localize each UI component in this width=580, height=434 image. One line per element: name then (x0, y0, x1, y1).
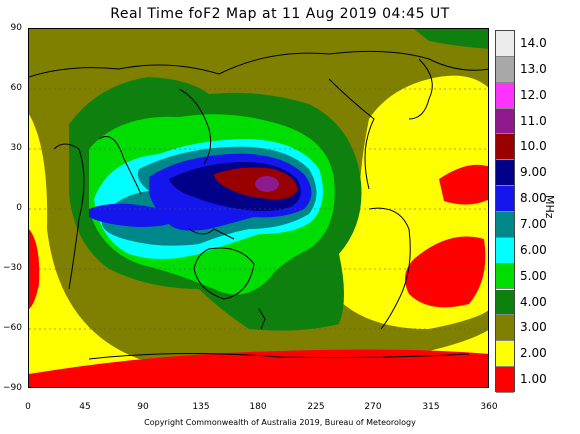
legend-label: 3.00 (520, 320, 547, 335)
x-tick: 90 (137, 402, 149, 412)
legend-label: 4.00 (520, 294, 547, 309)
y-tick: 30 (10, 143, 22, 153)
legend-swatch (496, 31, 514, 57)
contour-4mhz-north (414, 29, 488, 49)
legend-swatch (496, 263, 514, 290)
x-tick: 0 (25, 402, 31, 412)
x-tick: 135 (192, 402, 210, 412)
legend-label: 1.00 (520, 372, 547, 387)
legend-swatch (496, 82, 514, 109)
y-tick: 0 (16, 203, 22, 213)
legend-label: 8.00 (520, 191, 547, 206)
legend-swatch (496, 289, 514, 316)
copyright-footer: Copyright Commonwealth of Australia 2019… (144, 418, 416, 427)
legend-swatch (496, 108, 514, 135)
legend-label: 12.0 (520, 87, 547, 102)
x-tick: 315 (422, 402, 440, 412)
legend-swatch (496, 341, 514, 368)
legend-label: 5.00 (520, 268, 547, 283)
x-tick: 180 (249, 402, 267, 412)
fof2-map (28, 28, 489, 388)
contour-1mhz-southeast (405, 236, 486, 308)
legend-label: 14.0 (520, 36, 547, 50)
gridlines (29, 88, 488, 330)
legend-swatch (496, 134, 514, 161)
legend-swatch (496, 367, 514, 393)
y-tick: −60 (3, 323, 22, 333)
y-tick: −90 (3, 383, 22, 393)
coastlines (29, 50, 488, 360)
legend-label: 10.0 (520, 139, 547, 154)
legend-label: 7.00 (520, 216, 547, 231)
contour-1mhz-south (29, 349, 488, 387)
contour-11mhz (255, 176, 279, 192)
contour-1mhz-east (439, 164, 488, 205)
legend-swatch (496, 237, 514, 264)
y-tick: 90 (10, 23, 22, 33)
legend-label: 2.00 (520, 346, 547, 361)
legend-label: 6.00 (520, 242, 547, 257)
legend-unit: MHz (543, 195, 556, 219)
legend-swatch (496, 186, 514, 212)
contour-layer (29, 29, 488, 387)
map-title: Real Time foF2 Map at 11 Aug 2019 04:45 … (110, 6, 450, 22)
x-tick: 225 (307, 402, 325, 412)
legend-swatch (496, 315, 514, 342)
y-tick: −30 (3, 263, 22, 273)
legend-label: 11.0 (520, 113, 547, 128)
legend-label: 13.0 (520, 61, 547, 76)
x-tick: 360 (480, 402, 498, 412)
legend-swatch (496, 211, 514, 238)
y-tick: 60 (10, 83, 22, 93)
legend-label: 9.00 (520, 165, 547, 180)
x-tick: 270 (364, 402, 382, 412)
legend-swatch (496, 56, 514, 83)
x-tick: 45 (79, 402, 91, 412)
contour-8mhz-west (89, 203, 179, 227)
legend-swatch (496, 160, 514, 187)
color-legend (495, 30, 515, 393)
